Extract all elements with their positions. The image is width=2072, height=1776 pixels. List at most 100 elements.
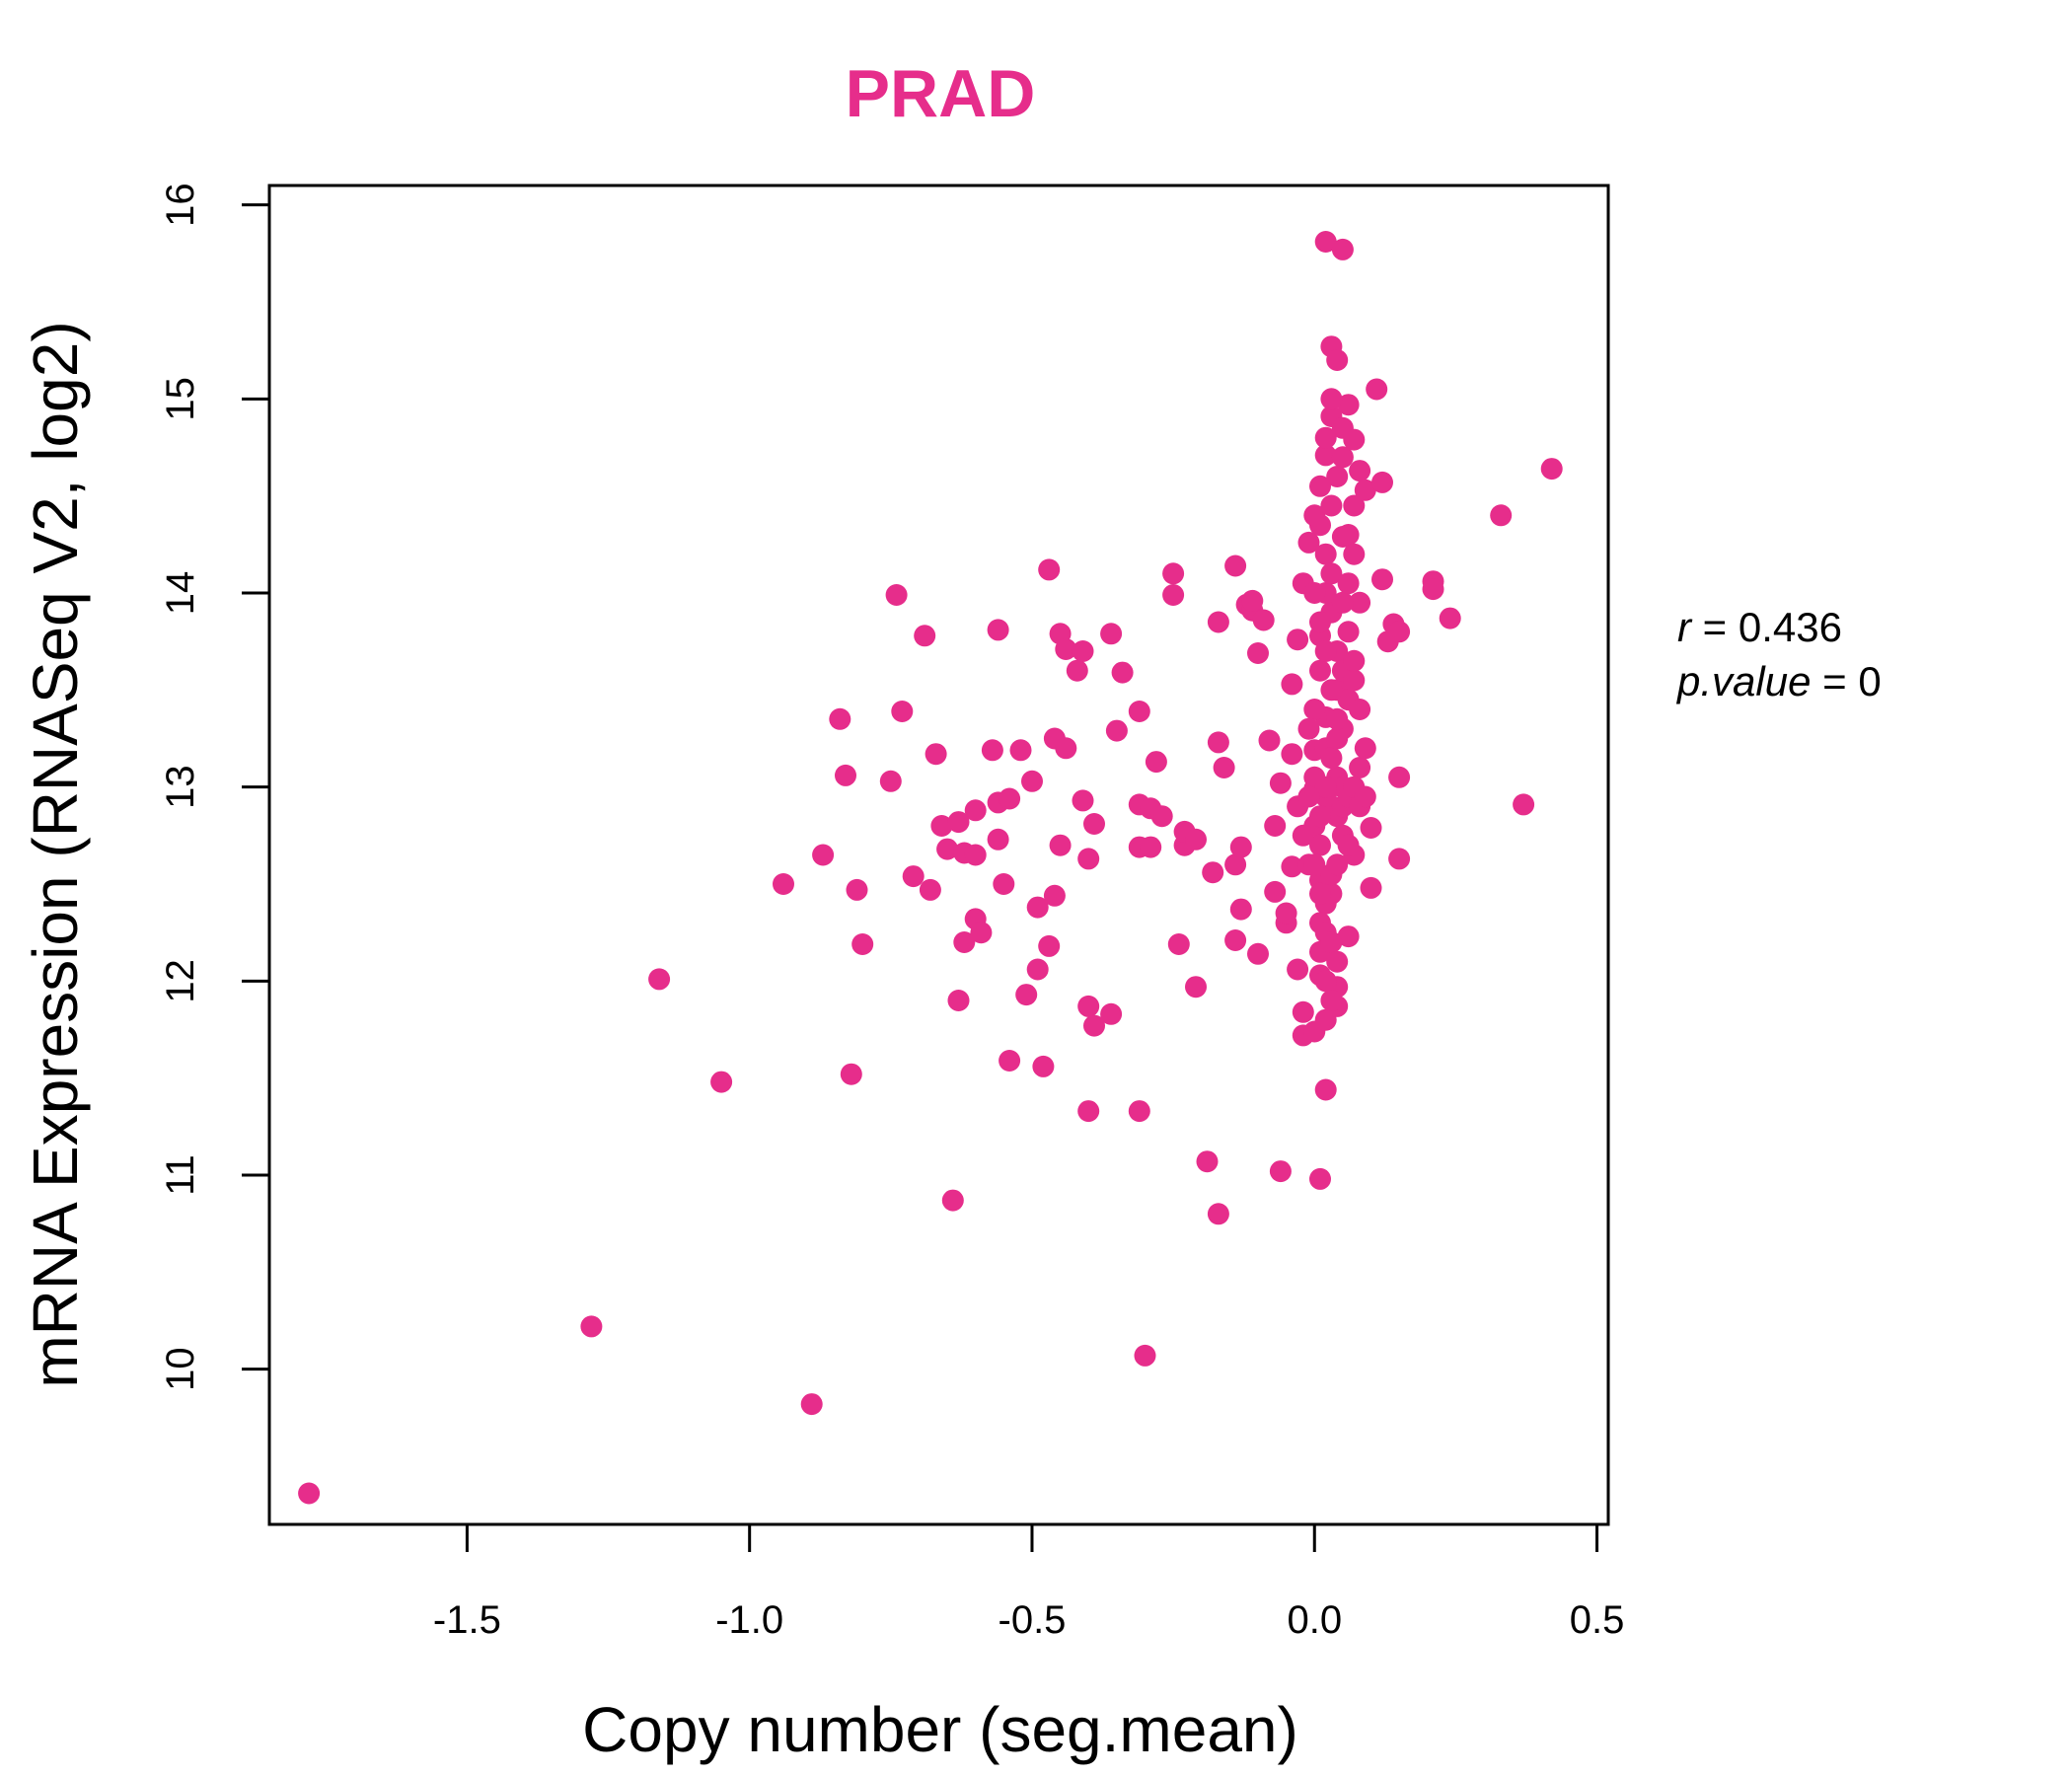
data-point — [1100, 623, 1123, 645]
data-point — [1326, 950, 1349, 973]
data-point — [1105, 719, 1128, 742]
data-point — [999, 787, 1021, 810]
data-point — [1354, 737, 1376, 760]
data-point — [1207, 731, 1229, 754]
data-point — [1422, 578, 1444, 601]
data-point — [1134, 1344, 1156, 1367]
data-point — [947, 811, 970, 834]
data-point — [919, 878, 941, 901]
data-point — [1513, 793, 1535, 816]
data-point — [1349, 699, 1371, 720]
y-tick-label: 12 — [159, 959, 202, 1003]
data-point — [1072, 640, 1094, 662]
data-point — [1320, 562, 1343, 585]
data-point — [1360, 876, 1382, 899]
data-point — [1314, 1078, 1337, 1101]
data-point — [1032, 1055, 1055, 1077]
x-axis: -1.5 -1.0 -0.5 0.0 0.5 — [433, 1522, 1625, 1642]
data-point — [1309, 1167, 1331, 1190]
data-point — [1224, 929, 1247, 951]
data-point — [1269, 1160, 1292, 1183]
data-point — [1145, 751, 1167, 774]
data-point — [1309, 611, 1331, 633]
data-point — [1185, 976, 1207, 999]
p-value-annotation: p.value = 0 — [1675, 658, 1882, 704]
data-point — [1343, 428, 1366, 451]
data-point — [1297, 717, 1320, 740]
data-point — [1281, 743, 1303, 766]
data-point — [1281, 673, 1303, 696]
data-point — [947, 990, 970, 1011]
r-symbol: r — [1677, 604, 1693, 650]
data-point — [1292, 824, 1314, 847]
x-tick-label: -0.5 — [999, 1598, 1067, 1642]
data-point — [1264, 880, 1287, 903]
p-value: 0 — [1858, 658, 1881, 704]
data-point — [829, 707, 851, 730]
y-tick-label: 11 — [159, 1154, 202, 1196]
data-point — [1275, 902, 1297, 925]
data-point — [1049, 834, 1072, 856]
data-point — [1287, 629, 1309, 651]
data-point — [1303, 582, 1326, 604]
data-point — [851, 933, 874, 955]
x-tick-label: 0.5 — [1570, 1598, 1625, 1642]
data-point — [1388, 621, 1411, 643]
data-point — [1077, 995, 1100, 1017]
data-point — [1337, 524, 1360, 546]
data-point — [1185, 828, 1207, 851]
data-point — [773, 873, 794, 895]
data-point — [941, 1189, 964, 1212]
data-point — [1337, 572, 1360, 595]
data-point — [298, 1482, 321, 1505]
data-point — [879, 770, 902, 792]
data-point — [964, 844, 987, 866]
data-point — [1320, 990, 1343, 1011]
data-point — [835, 764, 856, 786]
data-point — [1371, 568, 1393, 591]
data-point — [1343, 543, 1366, 565]
data-point — [1388, 848, 1411, 870]
data-point — [1349, 757, 1371, 778]
data-point — [1128, 1100, 1150, 1123]
data-point — [1167, 933, 1190, 955]
data-point — [1314, 776, 1337, 798]
x-axis-label: Copy number (seg.mean) — [582, 1694, 1298, 1765]
data-point — [1269, 772, 1292, 794]
data-point — [1202, 861, 1224, 884]
data-point — [1247, 942, 1269, 965]
data-point — [925, 743, 947, 766]
data-point — [1366, 378, 1388, 401]
data-point — [1196, 1150, 1219, 1173]
data-point — [1371, 471, 1393, 493]
data-point — [999, 1050, 1021, 1072]
correlation-annotation: r = 0.436 — [1677, 604, 1842, 650]
data-point — [1100, 1002, 1123, 1025]
data-point — [1314, 970, 1337, 993]
data-point — [1083, 1014, 1105, 1037]
data-point — [1337, 925, 1360, 948]
data-point — [1258, 729, 1281, 752]
data-point — [1264, 815, 1287, 837]
data-point — [1150, 805, 1173, 828]
data-point — [1320, 494, 1343, 517]
data-point — [930, 815, 953, 837]
y-tick-label: 16 — [159, 183, 202, 227]
data-point — [1326, 727, 1349, 750]
data-point — [1009, 739, 1032, 762]
data-point — [970, 922, 993, 944]
data-point — [987, 619, 1009, 641]
data-point — [914, 625, 936, 647]
data-point — [1038, 558, 1061, 581]
data-point — [1247, 642, 1269, 664]
data-point — [1540, 458, 1563, 481]
x-tick-label: -1.0 — [715, 1598, 783, 1642]
x-tick-label: -1.5 — [433, 1598, 501, 1642]
y-tick-label: 14 — [159, 571, 202, 616]
data-point — [953, 931, 976, 953]
data-point — [580, 1315, 603, 1338]
data-point — [1349, 591, 1371, 614]
data-point — [964, 799, 987, 822]
data-point — [1490, 504, 1513, 527]
